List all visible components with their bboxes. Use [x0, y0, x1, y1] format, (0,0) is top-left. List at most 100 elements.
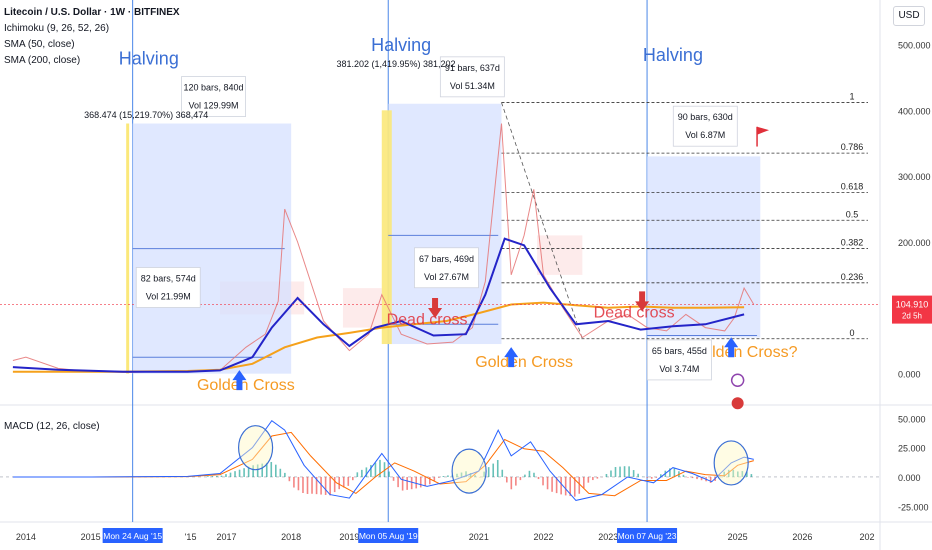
macd-axis-tick: -25.000	[898, 502, 929, 512]
macd-histogram-bar	[306, 476, 309, 494]
macd-histogram-bar	[709, 476, 712, 483]
measure-vol-label: Vol 3.74M	[659, 364, 699, 374]
sma50-line	[12, 237, 745, 373]
macd-histogram-bar	[243, 468, 245, 477]
date-marker-label: Mon 07 Aug '23	[618, 531, 677, 541]
macd-histogram-bar	[610, 470, 612, 477]
indicator-sma50[interactable]: SMA (50, close)	[4, 39, 75, 50]
measure-vol-label: Vol 6.87M	[685, 130, 725, 140]
macd-histogram-bar	[338, 476, 341, 490]
measure-bars-label: 120 bars, 840d	[184, 83, 244, 93]
time-axis-tick: 2017	[216, 532, 236, 542]
macd-histogram-bar	[515, 476, 517, 486]
macd-histogram-bar	[379, 459, 381, 477]
time-axis-tick: 2018	[281, 532, 301, 542]
measure-label-box	[414, 247, 479, 289]
time-axis-tick: 2022	[534, 532, 554, 542]
macd-histogram-bar	[564, 476, 567, 496]
macd-histogram-bar	[392, 476, 395, 481]
macd-histogram-bar	[401, 476, 404, 491]
flag-icon	[757, 126, 770, 135]
macd-histogram-bar	[650, 476, 653, 479]
fib-level-label: 0.236	[841, 272, 864, 282]
macd-histogram-bar	[265, 462, 268, 477]
macd-histogram-bar	[628, 466, 630, 477]
macd-histogram-bar	[438, 476, 440, 478]
macd-histogram-bar	[691, 476, 694, 479]
macd-histogram-bar	[275, 464, 277, 477]
macd-histogram-bar	[433, 476, 436, 482]
macd-histogram-bar	[415, 476, 418, 489]
current-price-label: 104.910	[896, 300, 929, 310]
macd-histogram-bar	[524, 474, 526, 477]
macd-histogram-bar	[447, 475, 449, 477]
percent-change-label: 368.474 (15,219.70%) 368,474	[84, 110, 208, 120]
date-marker	[358, 528, 419, 543]
macd-histogram-bar	[519, 476, 522, 481]
measure-vol-label: Vol 129.99M	[189, 101, 239, 111]
macd-axis-tick: 50.000	[898, 414, 926, 424]
macd-histogram-bar	[342, 476, 345, 488]
macd-histogram-bar	[383, 462, 386, 477]
currency-button[interactable]: USD	[893, 6, 925, 26]
golden-cross-label: Golden Cross	[475, 354, 573, 371]
price-axis-tick: 0.000	[898, 370, 921, 380]
macd-histogram-bar	[256, 464, 259, 477]
macd-histogram-bar	[229, 472, 232, 477]
date-marker	[102, 528, 163, 543]
chart-title: Litecoin / U.S. Dollar · 1W · BITFINEX	[4, 7, 180, 18]
macd-histogram-bar	[279, 468, 282, 477]
macd-histogram-bar	[614, 467, 617, 477]
macd-histogram-bar	[501, 469, 504, 477]
macd-cross-highlight	[713, 440, 749, 486]
macd-histogram-bar	[660, 474, 662, 477]
measure-vol-label: Vol 51.34M	[450, 81, 495, 91]
dead-cross-label: Dead cross	[387, 311, 468, 328]
macd-histogram-bar	[483, 471, 485, 477]
macd-histogram-bar	[637, 473, 639, 477]
macd-histogram-bar	[673, 467, 676, 477]
macd-cross-highlight	[237, 425, 274, 471]
macd-histogram-bar	[746, 471, 748, 477]
macd-histogram-bar	[284, 472, 286, 477]
macd-axis-tick: 0.000	[898, 473, 921, 483]
macd-histogram-bar	[424, 476, 427, 487]
date-marker-label: Mon 05 Aug '19	[359, 531, 418, 541]
measure-vol-label: Vol 27.67M	[424, 272, 469, 282]
macd-histogram-bar	[723, 471, 726, 477]
macd-histogram-bar	[270, 461, 273, 477]
indicator-sma200[interactable]: SMA (200, close)	[4, 55, 81, 66]
macd-histogram-bar	[293, 476, 295, 488]
macd-histogram-bar	[207, 476, 209, 477]
time-axis-tick: 2026	[792, 532, 812, 542]
macd-histogram-bar	[288, 476, 291, 482]
measure-bars-label: 67 bars, 469d	[419, 254, 474, 264]
dead-cross-label: Dead cross	[594, 305, 675, 322]
date-marker-label: Mon 24 Aug '15	[103, 531, 162, 541]
price-axis-tick: 400.000	[898, 106, 931, 116]
macd-histogram-bar	[583, 476, 585, 489]
macd-histogram-bar	[347, 476, 350, 486]
macd-histogram-bar	[727, 469, 730, 477]
measure-bars-label: 91 bars, 637d	[445, 63, 500, 73]
time-axis-tick: 2021	[469, 532, 489, 542]
macd-title[interactable]: MACD (12, 26, close)	[4, 421, 100, 432]
macd-histogram-bar	[311, 476, 313, 494]
macd-histogram-bar	[510, 476, 513, 490]
macd-histogram-bar	[646, 476, 649, 478]
macd-histogram-bar	[388, 471, 390, 477]
macd-histogram-bar	[297, 476, 300, 491]
time-axis-tick: 202	[860, 532, 875, 542]
measure-bars-label: 82 bars, 574d	[141, 274, 196, 284]
indicator-ichimoku[interactable]: Ichimoku (9, 26, 52, 26)	[4, 23, 110, 34]
current-price-tag	[892, 295, 932, 324]
golden-cross-label: Golden Cross?	[691, 344, 798, 361]
macd-histogram-bar	[216, 475, 218, 477]
price-axis-tick: 200.000	[898, 238, 931, 248]
ichimoku-cloud	[537, 235, 583, 275]
macd-histogram-bar	[456, 473, 458, 477]
measure-label-box	[647, 339, 712, 381]
macd-histogram-bar	[682, 474, 685, 477]
macd-histogram-bar	[465, 471, 467, 477]
